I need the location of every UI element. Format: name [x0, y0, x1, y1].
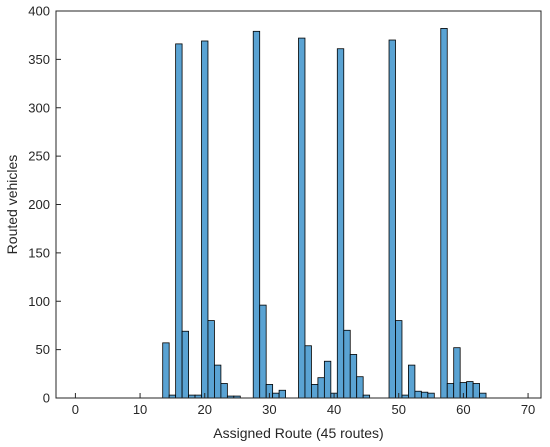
bar [356, 376, 364, 399]
bars-group [162, 28, 487, 399]
bar [427, 392, 435, 399]
bar [175, 43, 183, 399]
bar [420, 391, 429, 399]
bar [446, 383, 455, 399]
bar [466, 381, 474, 399]
bar [214, 364, 222, 399]
bar [259, 304, 267, 399]
y-tick-label: 350 [28, 52, 50, 67]
bar [181, 330, 189, 399]
x-axis-label: Assigned Route (45 routes) [213, 425, 383, 441]
bar [201, 40, 209, 399]
bar [408, 364, 416, 399]
bar [472, 383, 480, 399]
bar [207, 320, 215, 399]
x-tick-label: 60 [456, 402, 470, 417]
x-tick-label: 40 [327, 402, 341, 417]
bar [317, 377, 325, 399]
y-tick-label: 200 [28, 197, 50, 212]
bar [220, 383, 228, 399]
bar [252, 30, 261, 399]
y-tick-label: 0 [43, 391, 50, 406]
bar [414, 390, 422, 399]
x-axis-ticks: 0 10 20 30 40 50 60 70 [72, 393, 535, 417]
bar [311, 384, 319, 399]
y-tick-label: 250 [28, 149, 50, 164]
bar [440, 28, 448, 399]
y-tick-label: 400 [28, 4, 50, 19]
bar [336, 48, 345, 399]
x-tick-label: 20 [197, 402, 211, 417]
y-axis-ticks: 0 50 100 150 200 250 300 350 400 [28, 4, 61, 406]
bar [343, 329, 351, 399]
bar [388, 39, 396, 399]
bar [304, 345, 312, 399]
bar [323, 360, 332, 399]
bar [479, 392, 487, 399]
x-tick-label: 0 [72, 402, 79, 417]
bar [395, 320, 403, 399]
y-tick-label: 50 [36, 342, 50, 357]
bar [298, 37, 306, 399]
x-tick-label: 30 [262, 402, 276, 417]
x-tick-label: 70 [521, 402, 535, 417]
bar [272, 392, 280, 399]
y-tick-label: 150 [28, 245, 50, 260]
bar [278, 389, 286, 399]
x-tick-label: 50 [391, 402, 405, 417]
y-tick-label: 100 [28, 294, 50, 309]
bar [349, 354, 358, 399]
y-axis-label: Routed vehicles [4, 155, 20, 255]
bar [162, 342, 170, 399]
x-tick-label: 10 [133, 402, 147, 417]
bar [453, 347, 461, 399]
y-tick-label: 300 [28, 100, 50, 115]
